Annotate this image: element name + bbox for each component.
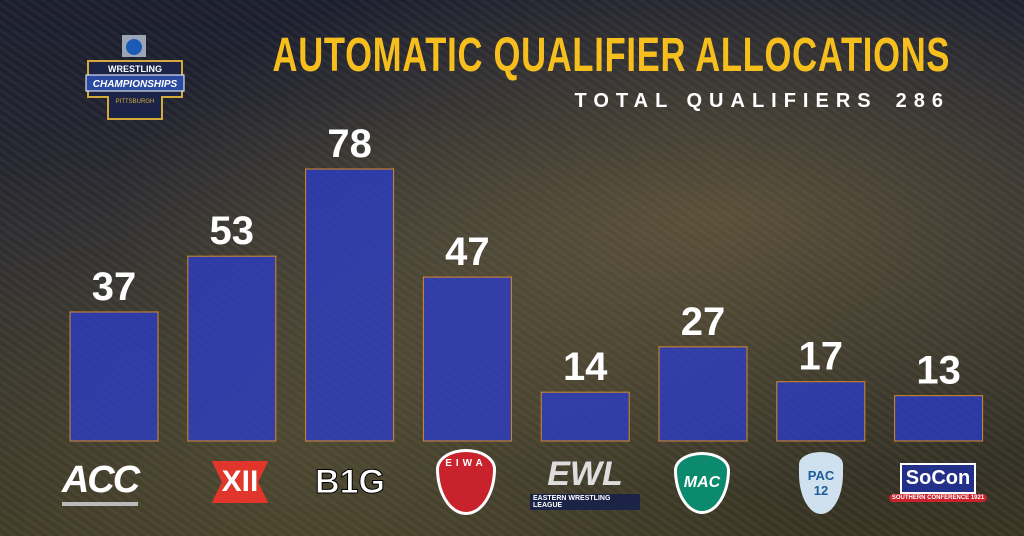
eiwa-logo: EIWA (411, 448, 521, 516)
bar-eiwa (422, 276, 512, 442)
ewl-logo: EWL EASTERN WRESTLING LEAGUE (530, 452, 640, 512)
value-label: 17 (799, 335, 844, 379)
ncaa-wrestling-championships-logo: WRESTLING CHAMPIONSHIPS PITTSBURGH (85, 35, 185, 120)
value-label: 47 (445, 230, 490, 274)
value-label: 27 (681, 300, 726, 344)
bar-acc (69, 311, 159, 442)
bar-mac (658, 346, 748, 442)
value-label: 14 (563, 345, 608, 389)
chart-subtitle: TOTAL QUALIFIERS 286 (575, 90, 951, 113)
value-label: 37 (92, 265, 137, 309)
big12-logo: XII (185, 452, 295, 512)
value-label: 78 (327, 122, 372, 166)
big-ten-logo: B1G (315, 462, 386, 501)
svg-text:CHAMPIONSHIPS: CHAMPIONSHIPS (93, 79, 178, 90)
bar-socon (894, 395, 984, 442)
acc-logo: ACC (45, 452, 155, 512)
total-qualifiers-value: 286 (895, 90, 950, 112)
bar-ewl (540, 391, 630, 442)
bar-big-ten (305, 168, 395, 442)
bar-pac-12 (776, 381, 866, 442)
value-label: 13 (916, 349, 961, 393)
svg-text:WRESTLING: WRESTLING (108, 64, 162, 74)
total-qualifiers-label: TOTAL QUALIFIERS (574, 90, 878, 112)
svg-text:PITTSBURGH: PITTSBURGH (116, 99, 155, 105)
socon-logo: SoCon SOUTHERN CONFERENCE 1921 (883, 452, 993, 512)
pac12-logo: PAC 12 (766, 450, 876, 516)
chart-title: AUTOMATIC QUALIFIER ALLOCATIONS (272, 29, 950, 82)
bar-big-12 (187, 255, 277, 442)
mac-logo: MAC (647, 450, 757, 516)
value-label: 53 (210, 209, 255, 253)
